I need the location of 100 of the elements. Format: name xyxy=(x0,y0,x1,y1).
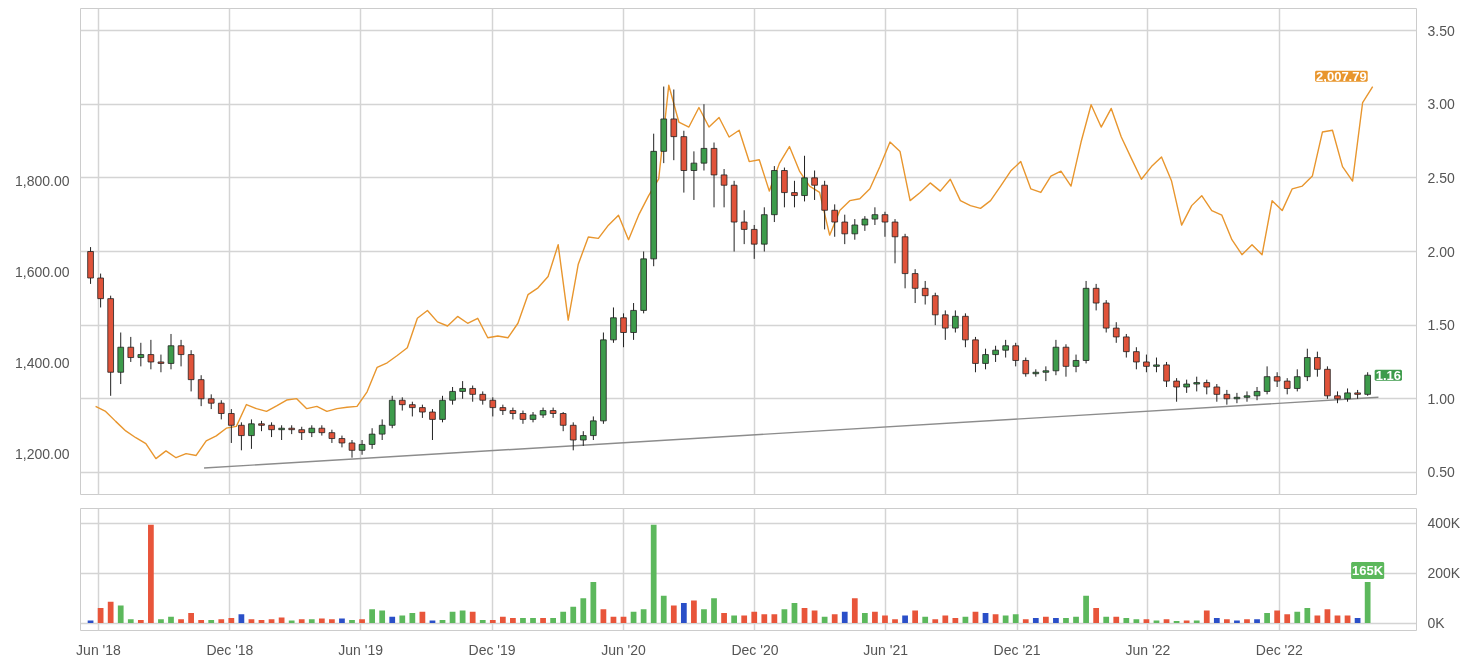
bar xyxy=(228,618,235,624)
candlestick xyxy=(831,203,838,238)
bar xyxy=(992,614,999,624)
candlestick xyxy=(1263,365,1271,395)
candlestick xyxy=(690,150,698,201)
candlestick xyxy=(590,415,597,441)
y2-tick-label: 3.00 xyxy=(1427,96,1455,113)
bar xyxy=(298,619,305,624)
candlestick xyxy=(167,333,175,370)
bar xyxy=(660,595,667,624)
bar xyxy=(520,618,526,624)
candlestick xyxy=(348,439,356,459)
bar xyxy=(409,613,416,624)
bar xyxy=(137,620,144,624)
bar xyxy=(851,598,858,624)
candlestick xyxy=(1022,357,1030,378)
y2-tick-label: 0.50 xyxy=(1427,464,1455,481)
bar xyxy=(1042,616,1049,624)
candlestick xyxy=(549,407,557,419)
bar xyxy=(932,619,939,624)
candlestick xyxy=(801,155,808,202)
bar xyxy=(369,609,375,624)
candlestick xyxy=(1314,351,1321,378)
bar xyxy=(318,618,325,624)
y2-tick-label: 1.50 xyxy=(1427,317,1455,334)
candlestick xyxy=(197,374,205,407)
bar xyxy=(580,598,587,624)
candlestick xyxy=(931,292,939,326)
bar xyxy=(339,618,345,624)
candlestick xyxy=(740,209,748,245)
candlestick xyxy=(1123,333,1130,359)
bar xyxy=(550,618,556,624)
candlestick xyxy=(559,411,567,432)
bar xyxy=(1143,619,1150,624)
bar xyxy=(489,620,496,624)
bar xyxy=(1032,618,1039,624)
candlestick xyxy=(610,306,617,344)
candlestick xyxy=(429,408,436,441)
text: 1.16 xyxy=(1375,367,1401,383)
candlestick xyxy=(1072,354,1080,373)
candlestick xyxy=(1042,365,1050,382)
x-tick-label: Jun '22 xyxy=(1125,641,1171,658)
data-label: 2,007.79 xyxy=(1316,68,1367,84)
candlestick xyxy=(157,354,165,373)
candlestick xyxy=(177,339,185,367)
line-series xyxy=(94,84,1374,460)
bar xyxy=(1113,616,1120,624)
bar xyxy=(1254,619,1260,624)
candlestick xyxy=(127,336,135,363)
bar xyxy=(691,600,697,624)
candlestick xyxy=(137,342,145,367)
candlestick xyxy=(1223,389,1231,406)
bar xyxy=(499,616,506,624)
bar xyxy=(178,619,184,624)
candlestick xyxy=(328,429,336,444)
bar xyxy=(872,611,878,624)
x-tick-label: Dec '18 xyxy=(206,641,254,658)
bar xyxy=(731,615,738,624)
bar xyxy=(701,609,707,624)
bar xyxy=(1123,618,1130,624)
bar xyxy=(379,610,386,624)
y-tick-label: 1,400.00 xyxy=(15,354,70,371)
bar xyxy=(158,619,164,624)
bar xyxy=(721,613,727,624)
candlestick xyxy=(962,312,969,348)
bar xyxy=(359,619,365,624)
candlestick xyxy=(670,89,678,161)
candlestick xyxy=(1364,371,1371,397)
bar xyxy=(218,619,225,624)
x-tick-label: Jun '21 xyxy=(863,641,909,658)
candlestick xyxy=(358,439,366,456)
candlestick xyxy=(982,348,989,370)
y2-tick-label: 2.50 xyxy=(1427,169,1455,186)
data-label: 165K xyxy=(1352,562,1384,578)
bar xyxy=(148,524,154,624)
bar xyxy=(650,524,657,624)
candlestick xyxy=(921,280,929,306)
y-tick-label: 0K xyxy=(1427,615,1446,632)
candlestick xyxy=(569,421,577,451)
bar xyxy=(349,620,355,624)
bar xyxy=(902,615,908,624)
bar xyxy=(831,614,838,624)
x-tick-label: Dec '21 xyxy=(993,641,1041,658)
y-tick-label: 1,200.00 xyxy=(15,445,70,462)
x-tick-label: Jun '19 xyxy=(338,641,384,658)
bar xyxy=(942,615,949,624)
bar xyxy=(1284,614,1291,624)
bar xyxy=(922,616,929,624)
candlestick xyxy=(861,215,869,232)
bar xyxy=(1103,616,1110,624)
y-tick-label: 1,600.00 xyxy=(15,263,70,280)
candlestick xyxy=(1304,348,1311,382)
bar xyxy=(882,615,888,624)
x-tick-label: Jun '20 xyxy=(601,641,647,658)
bar xyxy=(861,613,868,624)
bar xyxy=(530,618,536,624)
bar xyxy=(1133,619,1140,624)
bar xyxy=(1294,611,1301,624)
x-tick-label: Jun '18 xyxy=(76,641,122,658)
candlestick xyxy=(1243,390,1251,403)
